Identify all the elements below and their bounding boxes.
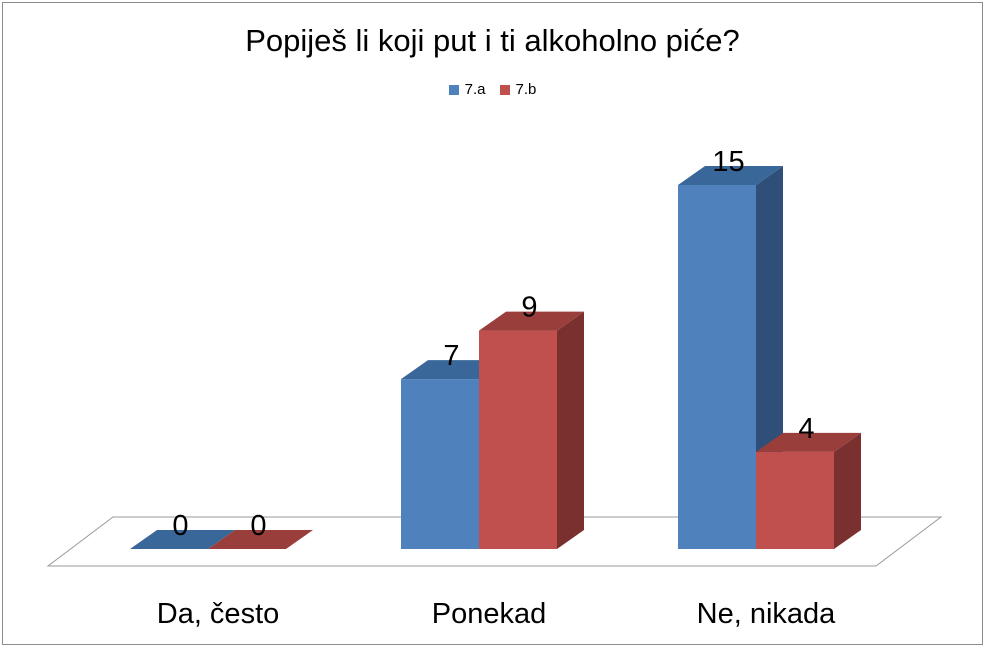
legend-swatch-7b <box>499 84 510 95</box>
bar-7b-1-top <box>479 311 584 331</box>
category-label-2: Ne, nikada <box>697 598 837 630</box>
data-label-7a-1: 7 <box>443 340 459 372</box>
legend-swatch-7a <box>448 84 459 95</box>
chart-title: Popiješ li koji put i ti alkoholno piće? <box>245 23 740 58</box>
bar-7a-2-front <box>678 185 756 549</box>
bar-7b-2-front <box>756 451 834 549</box>
bar-7b-1-front <box>479 330 557 549</box>
bar-7a-0-top <box>130 530 235 549</box>
legend-label-7a: 7.a <box>464 81 486 98</box>
bar-7b-2-top <box>756 432 861 452</box>
bar-7b-0-top <box>208 530 313 549</box>
bar-7b-1-side <box>557 311 584 549</box>
data-label-7b-0: 0 <box>250 510 266 542</box>
data-label-7a-2: 15 <box>712 146 744 178</box>
legend-item-7b: 7.b <box>499 81 537 98</box>
category-label-0: Da, često <box>157 598 280 630</box>
bar-7a-1-front <box>401 379 479 549</box>
data-label-7b-2: 4 <box>798 413 814 445</box>
legend-label-7b: 7.b <box>515 81 537 98</box>
data-label-7a-0: 0 <box>172 510 188 542</box>
bar-7a-2-top <box>678 166 783 185</box>
bar-7b-2-side <box>834 432 861 549</box>
category-label-1: Ponekad <box>432 598 547 630</box>
data-label-7b-1: 9 <box>521 292 537 324</box>
legend: 7.a 7.b <box>3 81 982 98</box>
legend-item-7a: 7.a <box>448 81 486 98</box>
